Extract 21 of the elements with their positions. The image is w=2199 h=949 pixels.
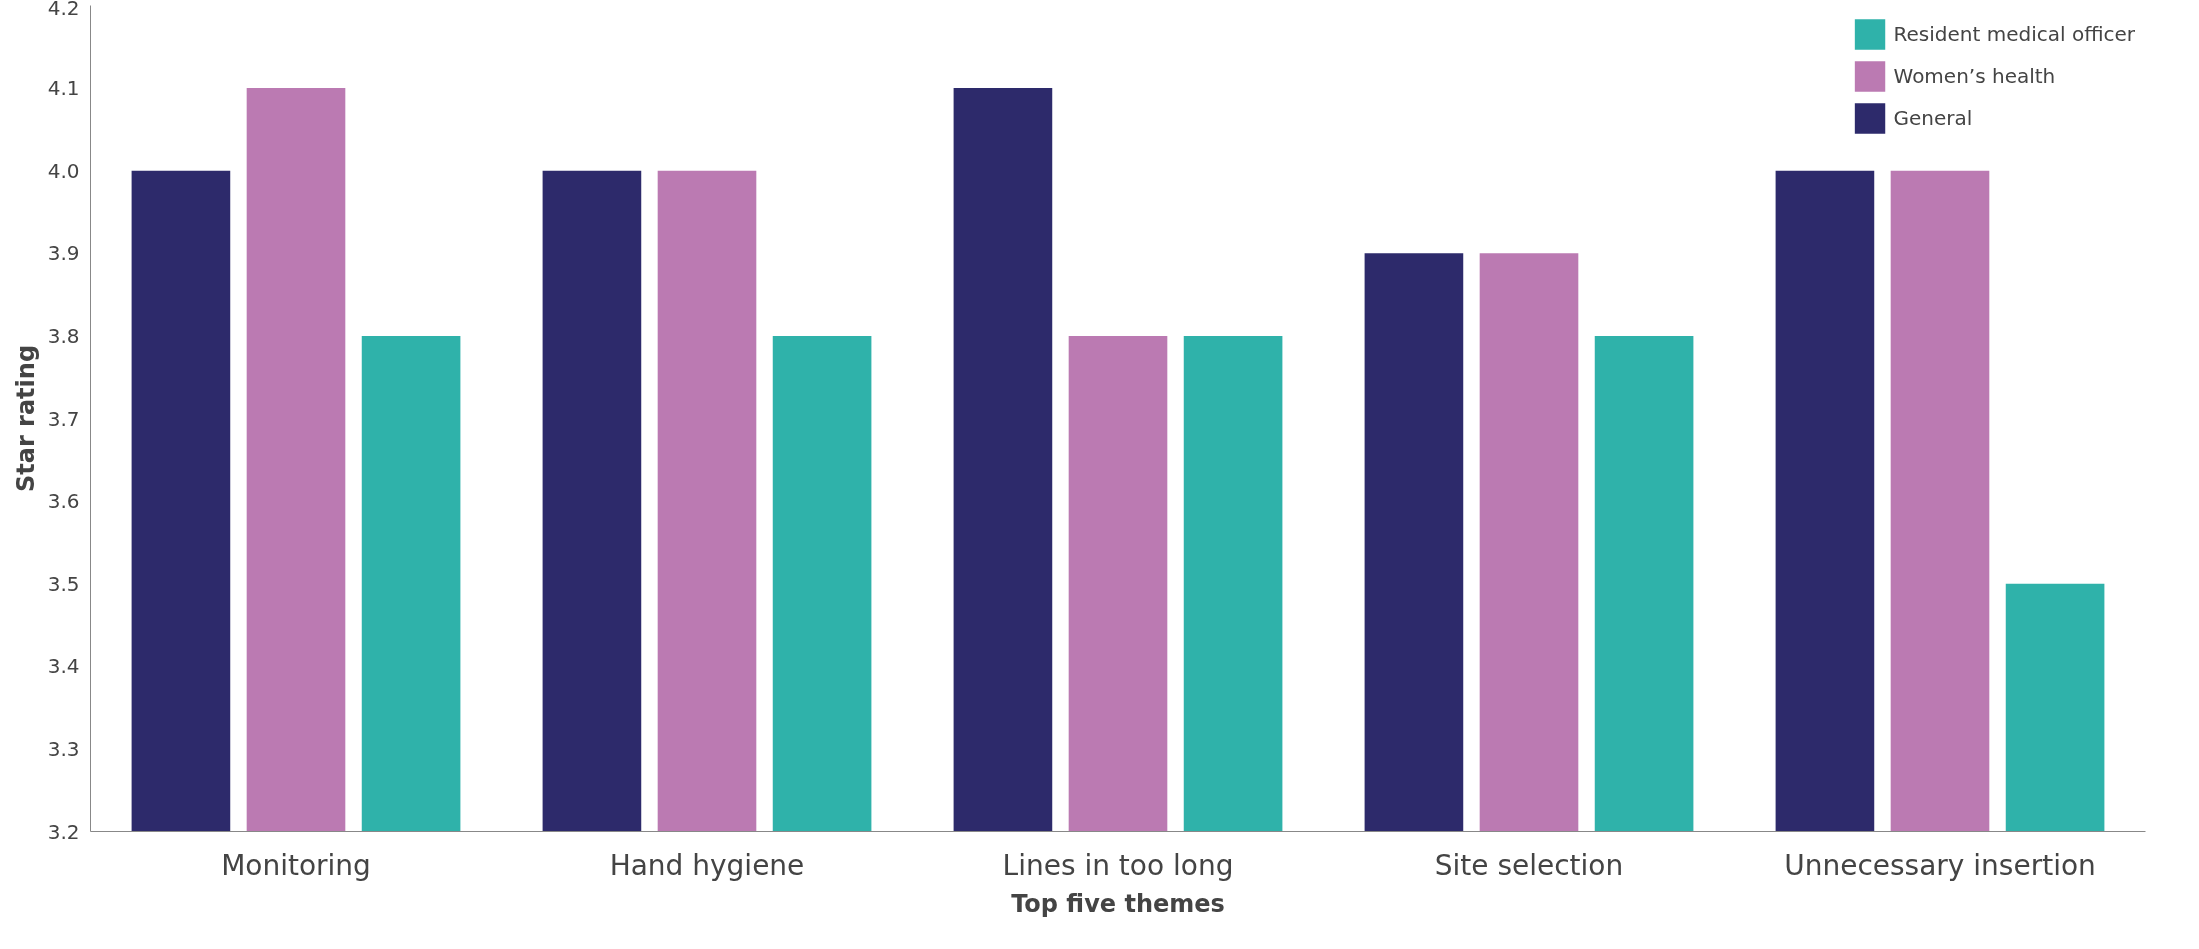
y-tick-label: 3.4 [47,654,80,679]
y-tick-label: 3.6 [47,489,80,514]
x-axis-title: Top five themes [1011,889,1225,918]
legend-label: Resident medical officer [1893,22,2135,46]
y-axis-title: Star rating [11,344,40,493]
y-tick-label: 3.8 [47,323,80,348]
y-tick-label: 3.3 [47,736,80,761]
y-tick-label: 3.7 [47,406,80,431]
y-tick-label: 3.9 [47,241,80,266]
y-tick-label: 4.1 [47,76,80,101]
y-tick-label: 3.2 [47,819,80,844]
legend-label: General [1893,106,1973,130]
legend-label: Women’s health [1893,64,2056,88]
x-tick-label: Site selection [1434,848,1624,882]
x-tick-label: Hand hygiene [609,848,805,882]
y-tick-label: 3.5 [47,571,80,596]
y-tick-label: 4.0 [47,158,80,183]
y-tick-label: 4.2 [47,0,80,20]
x-tick-label: Monitoring [221,848,371,882]
x-tick-label: Lines in too long [1002,848,1234,882]
x-tick-label: Unnecessary insertion [1784,848,2096,882]
